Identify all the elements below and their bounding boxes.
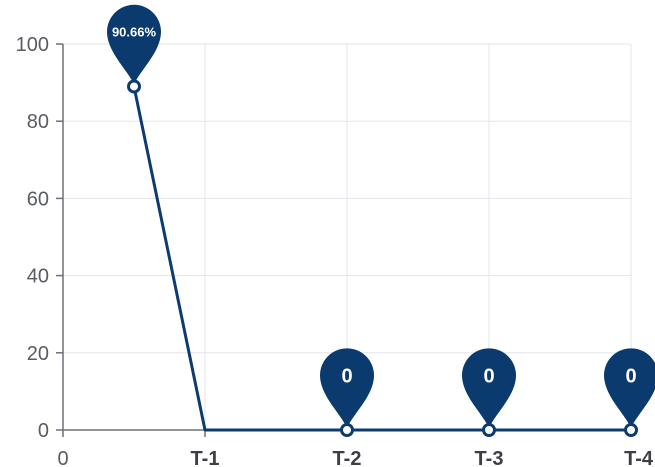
y-tick-label: 80 — [27, 111, 49, 133]
axis-layer: 0 20 40 60 80 100 0 T-1 T-2 T-3 T-4 — [16, 34, 654, 467]
marker-label: 90.66% — [112, 24, 157, 39]
marker-pin — [107, 4, 161, 85]
data-point — [127, 79, 141, 94]
data-point — [624, 423, 638, 437]
x-tick-label: T-1 — [191, 448, 220, 467]
y-tick-label: 60 — [27, 188, 49, 210]
y-tick-label: 100 — [16, 34, 49, 56]
marker-pin — [320, 348, 374, 428]
pin-layer: 90.66% 0 0 0 — [107, 4, 655, 437]
x-tick-label: 0 — [57, 448, 68, 467]
y-tick-label: 0 — [38, 420, 49, 442]
y-tick-label: 20 — [27, 343, 49, 365]
data-point — [340, 423, 354, 437]
series-line — [132, 86, 631, 432]
data-point — [482, 423, 496, 437]
marker-label: 0 — [483, 366, 494, 388]
x-tick-label: T-2 — [333, 448, 362, 467]
marker-pin — [462, 348, 516, 428]
x-tick-label: T-3 — [475, 448, 504, 467]
series-layer — [132, 86, 631, 432]
y-tick-label: 40 — [27, 266, 49, 288]
x-tick-label: T-4 — [624, 448, 654, 467]
marker-pin — [604, 348, 655, 428]
marker-label: 0 — [341, 366, 352, 388]
marker-label: 0 — [625, 366, 636, 388]
